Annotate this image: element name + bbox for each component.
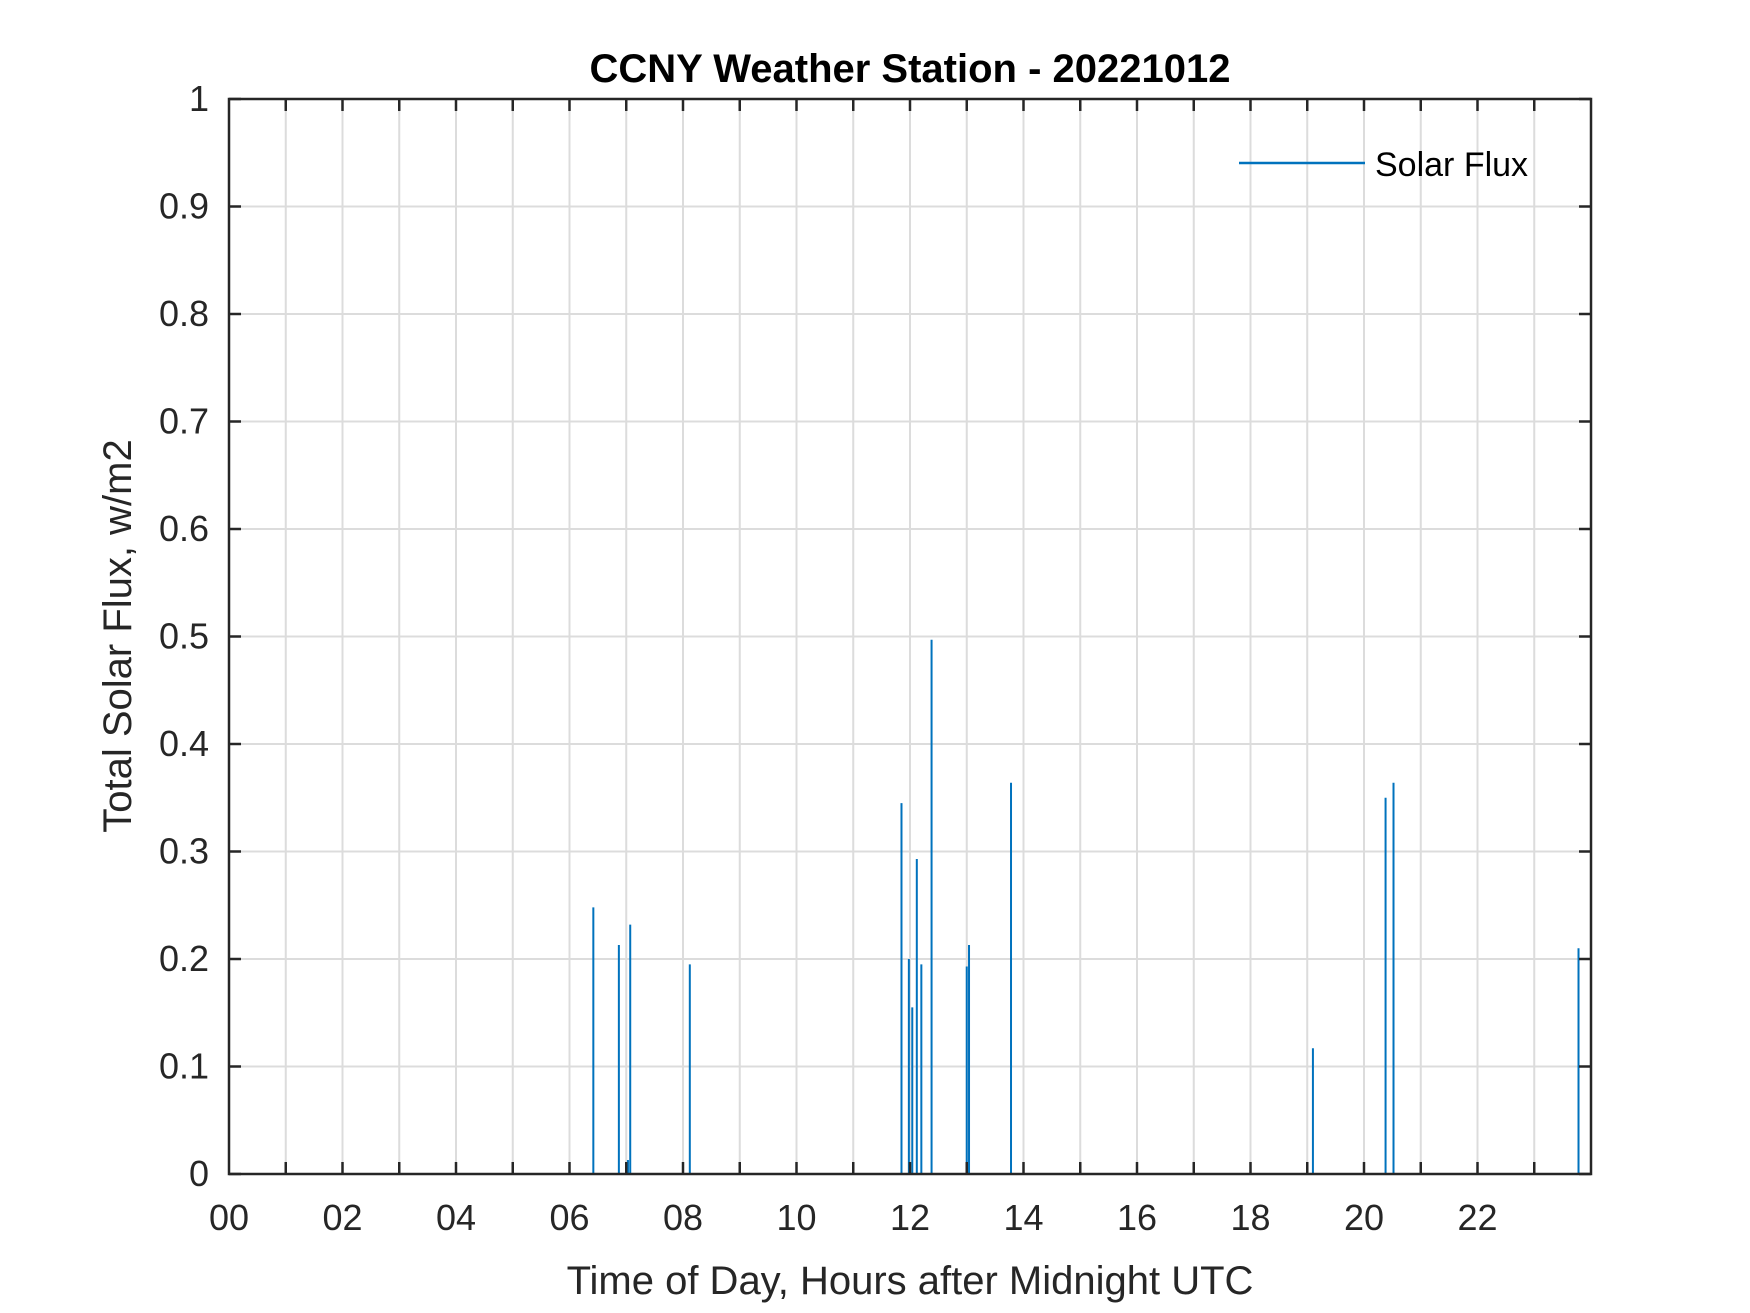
y-axis-label: Total Solar Flux, w/m2 xyxy=(96,439,140,832)
y-tick-label: 0.6 xyxy=(159,508,209,549)
y-tick-label: 0.5 xyxy=(159,616,209,657)
x-tick-label: 04 xyxy=(436,1197,476,1238)
x-axis-label: Time of Day, Hours after Midnight UTC xyxy=(567,1259,1254,1303)
label-layer: 00 02 04 06 08 10 12 14 16 18 20 22 0 0.1 0.2 0.3 0.4 0.5… xyxy=(159,78,1498,1238)
x-tick-label: 22 xyxy=(1457,1197,1497,1238)
x-tick-label: 20 xyxy=(1344,1197,1384,1238)
y-tick-label: 0.7 xyxy=(159,401,209,442)
x-tick-label: 18 xyxy=(1230,1197,1270,1238)
y-tick-label: 0.3 xyxy=(159,831,209,872)
x-tick-label: 06 xyxy=(549,1197,589,1238)
legend: Solar Flux xyxy=(1239,146,1528,184)
y-tick-label: 0 xyxy=(189,1153,209,1194)
y-tick-label: 0.2 xyxy=(159,938,209,979)
x-tick-label: 10 xyxy=(776,1197,816,1238)
x-tick-label: 14 xyxy=(1003,1197,1043,1238)
x-tick-label: 00 xyxy=(209,1197,249,1238)
y-tick-label: 0.9 xyxy=(159,186,209,227)
x-tick-label: 08 xyxy=(663,1197,703,1238)
x-tick-label: 02 xyxy=(322,1197,362,1238)
legend-label-solar-flux: Solar Flux xyxy=(1375,146,1528,184)
x-tick-label: 16 xyxy=(1117,1197,1157,1238)
x-tick-label: 12 xyxy=(890,1197,930,1238)
y-tick-label: 0.4 xyxy=(159,723,209,764)
grid-layer xyxy=(229,99,1591,1174)
chart-title: CCNY Weather Station - 20221012 xyxy=(590,47,1231,91)
y-tick-label: 0.8 xyxy=(159,293,209,334)
y-tick-label: 0.1 xyxy=(159,1046,209,1087)
y-tick-label: 1 xyxy=(189,78,209,119)
tick-layer xyxy=(229,97,1591,1176)
